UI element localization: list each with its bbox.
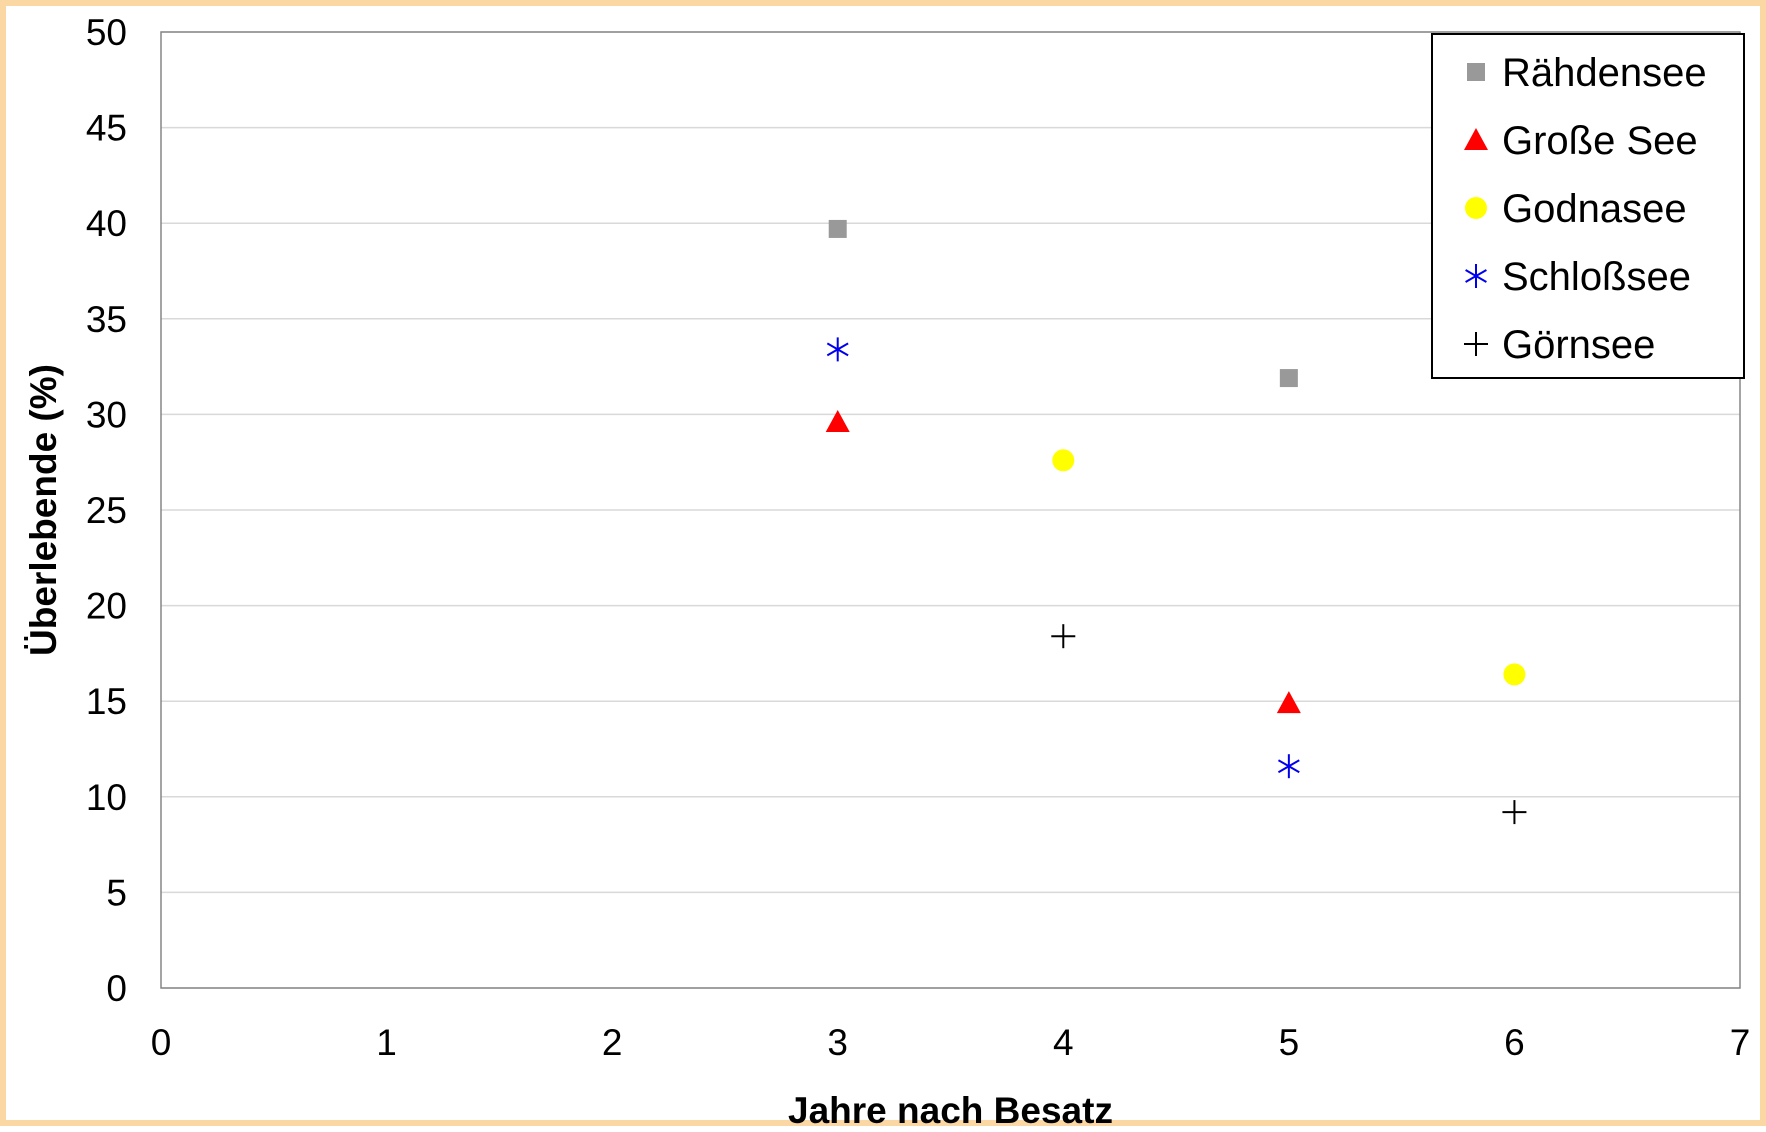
data-point-series-2-0: [1052, 449, 1075, 472]
x-tick-label-3: 3: [827, 1022, 848, 1063]
legend-label-4: Görnsee: [1502, 323, 1655, 367]
x-tick-label-7: 7: [1730, 1022, 1751, 1063]
x-tick-label-2: 2: [602, 1022, 623, 1063]
x-tick-label-0: 0: [151, 1022, 172, 1063]
y-axis-ticks: 0 5 10 15 20 25 30 35 40 45 50: [86, 12, 127, 1009]
data-points: [825, 219, 1527, 825]
y-tick-label-20: 20: [86, 586, 127, 627]
legend-label-3: Schloßsee: [1502, 255, 1691, 299]
y-tick-label-25: 25: [86, 490, 127, 531]
y-tick-label-35: 35: [86, 299, 127, 340]
x-axis-title: Jahre nach Besatz: [788, 1090, 1113, 1131]
legend-label-1: Große See: [1502, 119, 1698, 163]
series-0: [828, 219, 1298, 388]
legend-label-0: Rähdensee: [1502, 51, 1707, 95]
y-axis-title: Überlebende (%): [23, 364, 64, 656]
data-point-series-1-1: [1276, 691, 1301, 714]
y-tick-label-45: 45: [86, 108, 127, 149]
x-tick-label-6: 6: [1504, 1022, 1525, 1063]
data-point-series-4-1: [1502, 800, 1527, 825]
y-tick-label-5: 5: [106, 872, 127, 913]
y-tick-label-50: 50: [86, 12, 127, 53]
y-tick-label-40: 40: [86, 203, 127, 244]
legend-marker-1: [1464, 128, 1488, 150]
legend-label-2: Godnasee: [1502, 187, 1687, 231]
data-point-series-1-0: [825, 410, 850, 433]
y-tick-label-0: 0: [106, 968, 127, 1009]
plot-area: [160, 31, 1741, 989]
y-tick-label-30: 30: [86, 394, 127, 435]
x-axis-ticks: 0 1 2 3 4 5 6 7: [151, 1022, 1751, 1063]
data-point-series-4-0: [1051, 624, 1076, 649]
x-tick-label-1: 1: [376, 1022, 397, 1063]
data-point-series-0-1: [1279, 369, 1298, 388]
legend-marker-3-stroke-d2: [1465, 269, 1487, 283]
series-4: [1051, 624, 1527, 825]
series-1: [825, 410, 1301, 714]
data-point-series-0-0: [828, 219, 847, 238]
data-point-series-3-0-stroke-d2: [826, 342, 849, 357]
legend-marker-4: [1464, 332, 1488, 356]
legend: Rähdensee Große See Godnasee Schloßsee Görns…: [1431, 33, 1745, 379]
y-tick-label-10: 10: [86, 777, 127, 818]
data-point-series-2-1: [1503, 663, 1526, 686]
legend-marker-2: [1465, 197, 1487, 219]
x-tick-label-4: 4: [1053, 1022, 1074, 1063]
data-point-series-3-0: [826, 337, 849, 362]
legend-marker-0: [1467, 63, 1485, 81]
x-tick-label-5: 5: [1279, 1022, 1300, 1063]
data-point-series-3-1: [1277, 754, 1300, 779]
data-point-series-3-1-stroke-d2: [1277, 759, 1300, 774]
legend-marker-3: [1465, 264, 1487, 288]
y-tick-label-15: 15: [86, 681, 127, 722]
series-3: [826, 337, 1300, 779]
series-2: [1052, 449, 1526, 686]
legend-items: Rähdensee Große See Godnasee Schloßsee Görns…: [1464, 51, 1707, 367]
